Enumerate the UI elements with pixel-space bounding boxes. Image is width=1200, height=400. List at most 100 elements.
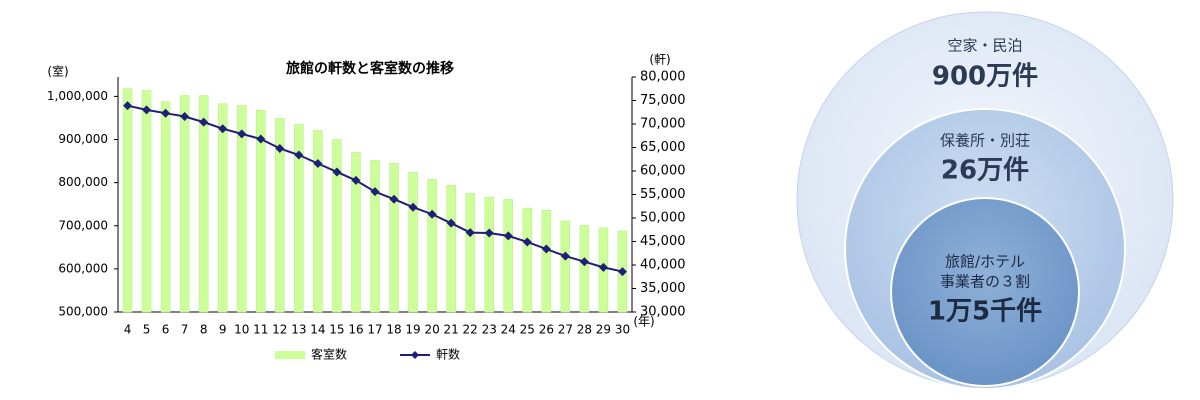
bar (579, 225, 590, 313)
marker (484, 228, 494, 238)
marker (579, 257, 589, 267)
circle-label: 保養所・別荘 (940, 132, 1030, 150)
y-tick-label: 600,000 (58, 261, 108, 275)
bar (465, 193, 475, 313)
y-tick-label: 1,000,000 (47, 89, 108, 103)
marker (351, 175, 361, 185)
legend-swatch (411, 351, 419, 359)
bar (541, 209, 552, 313)
x-tick-label: 19 (405, 323, 420, 337)
x-tick-label: 20 (424, 323, 439, 337)
diagram: 空家・民泊 900万件 保養所・別荘 26万件 旅館/ホテル 事業者の３割 1万… (796, 11, 1174, 390)
marker (408, 202, 418, 212)
circle-value: 26万件 (941, 156, 1029, 186)
bar (446, 184, 456, 313)
x-tick-label: 29 (596, 323, 611, 337)
y2-tick-label: 80,000 (640, 70, 686, 85)
x-tick-label: 16 (348, 323, 363, 337)
bar (484, 197, 494, 313)
circle-label: 旅館/ホテル (945, 253, 1025, 271)
bar (198, 95, 209, 313)
marker (161, 108, 171, 118)
x-tick-label: 10 (234, 323, 249, 337)
bar (560, 220, 571, 313)
x-tick-label: 22 (463, 323, 478, 337)
marker (465, 228, 475, 238)
marker (522, 237, 532, 247)
x-tick-label: 17 (367, 323, 382, 337)
marker (598, 262, 608, 272)
marker (370, 187, 380, 197)
x-tick-label: 30 (615, 323, 630, 337)
bar (122, 88, 133, 313)
chart: 旅館の軒数と客室数の推移 (室) (軒) (年) 500,000 600,000 7… (47, 53, 686, 362)
x-tick-label: 26 (539, 323, 554, 337)
x-tick-label: 28 (577, 323, 592, 337)
legend-label: 客室数 (311, 347, 347, 362)
x-tick-label: 9 (219, 323, 227, 337)
x-tick-label: 11 (253, 323, 268, 337)
x-tick-label: 6 (162, 323, 170, 337)
marker (275, 143, 285, 153)
x-tick-label: 8 (200, 323, 208, 337)
x-tick-label: 13 (291, 323, 306, 337)
bar (522, 207, 533, 313)
circle-value: 1万5千件 (928, 297, 1042, 327)
marker (142, 105, 152, 115)
x-tick-label: 24 (501, 323, 516, 337)
legend-swatch (275, 351, 305, 359)
marker (313, 158, 323, 168)
marker (237, 129, 247, 139)
bar (503, 199, 514, 313)
marker (294, 150, 304, 160)
bar (275, 118, 285, 313)
y-axis-label: (室) (47, 64, 68, 79)
circle-label: 空家・民泊 (947, 37, 1022, 55)
y2-tick-label: 60,000 (640, 164, 686, 179)
marker (541, 244, 551, 254)
bar (236, 105, 247, 313)
bar (370, 159, 380, 313)
marker (560, 251, 570, 261)
y2-tick-label: 75,000 (640, 93, 686, 108)
y2-tick-label: 40,000 (640, 258, 686, 273)
x-tick-label: 21 (444, 323, 459, 337)
y2-tick-label: 30,000 (640, 305, 686, 320)
bar (408, 172, 418, 313)
bar (332, 139, 342, 313)
circle-value: 900万件 (932, 62, 1038, 92)
x-tick-label: 7 (181, 323, 189, 337)
bar (256, 109, 266, 313)
x-tick-label: 27 (558, 323, 573, 337)
bar (179, 95, 190, 313)
bar (389, 162, 399, 313)
x-tick-label: 23 (482, 323, 497, 337)
bar (351, 152, 361, 313)
y2-tick-label: 65,000 (640, 140, 686, 155)
marker (427, 209, 437, 219)
legend-label: 軒数 (436, 347, 460, 362)
marker (617, 267, 627, 277)
x-tick-label: 4 (124, 323, 132, 337)
inner-circle (890, 197, 1080, 387)
y-tick-label: 700,000 (58, 218, 108, 232)
marker (503, 231, 513, 241)
x-tick-label: 25 (520, 323, 535, 337)
bar (141, 90, 152, 313)
x-axis-label: (年) (633, 315, 654, 329)
marker (199, 117, 209, 127)
y-tick-label: 500,000 (58, 305, 108, 319)
marker (389, 194, 399, 204)
marker (256, 134, 266, 144)
marker (332, 167, 342, 177)
x-tick-label: 18 (386, 323, 401, 337)
bar (160, 101, 171, 313)
marker (446, 218, 456, 228)
x-tick-label: 15 (329, 323, 344, 337)
circle-label: 事業者の３割 (940, 273, 1030, 291)
marker (218, 124, 228, 134)
y-tick-label: 800,000 (58, 175, 108, 189)
marker (180, 111, 190, 121)
x-tick-label: 12 (272, 323, 287, 337)
